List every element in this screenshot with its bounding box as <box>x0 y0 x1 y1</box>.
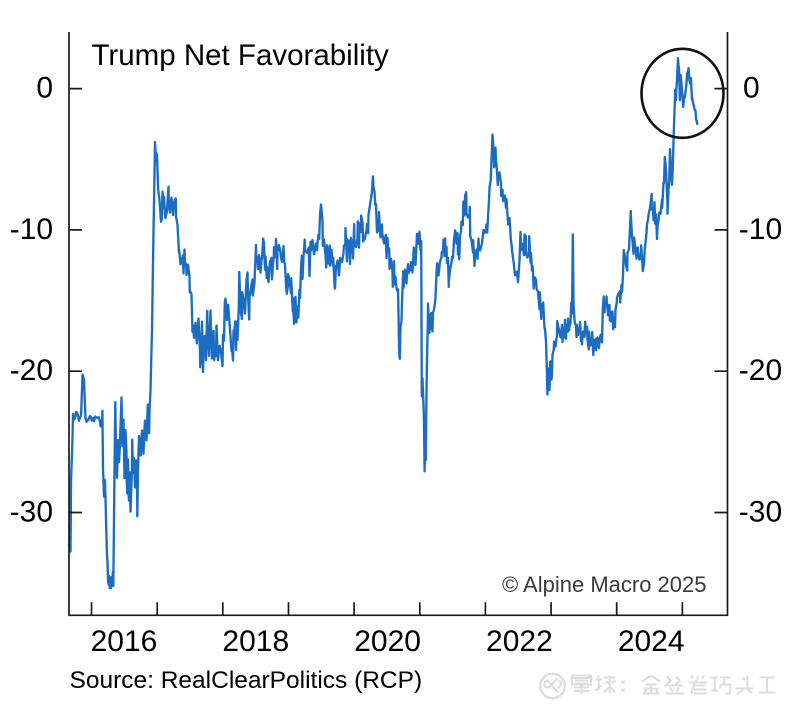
svg-text:2022: 2022 <box>486 625 553 658</box>
svg-text:© Alpine Macro 2025: © Alpine Macro 2025 <box>502 572 707 597</box>
svg-text:0: 0 <box>36 72 53 105</box>
svg-text:0: 0 <box>743 72 760 105</box>
svg-text:-30: -30 <box>739 495 782 528</box>
svg-text:Source: RealClearPolitics (RCP: Source: RealClearPolitics (RCP) <box>70 667 423 694</box>
svg-text:2024: 2024 <box>618 625 685 658</box>
svg-text:-10: -10 <box>10 213 53 246</box>
svg-text:Trump Net Favorability: Trump Net Favorability <box>92 39 390 72</box>
svg-text:-20: -20 <box>739 354 782 387</box>
svg-text:-10: -10 <box>739 213 782 246</box>
svg-text:2018: 2018 <box>222 625 289 658</box>
svg-text:2016: 2016 <box>91 625 158 658</box>
svg-text:2020: 2020 <box>354 625 421 658</box>
svg-text:-20: -20 <box>10 354 53 387</box>
svg-text:-30: -30 <box>10 495 53 528</box>
